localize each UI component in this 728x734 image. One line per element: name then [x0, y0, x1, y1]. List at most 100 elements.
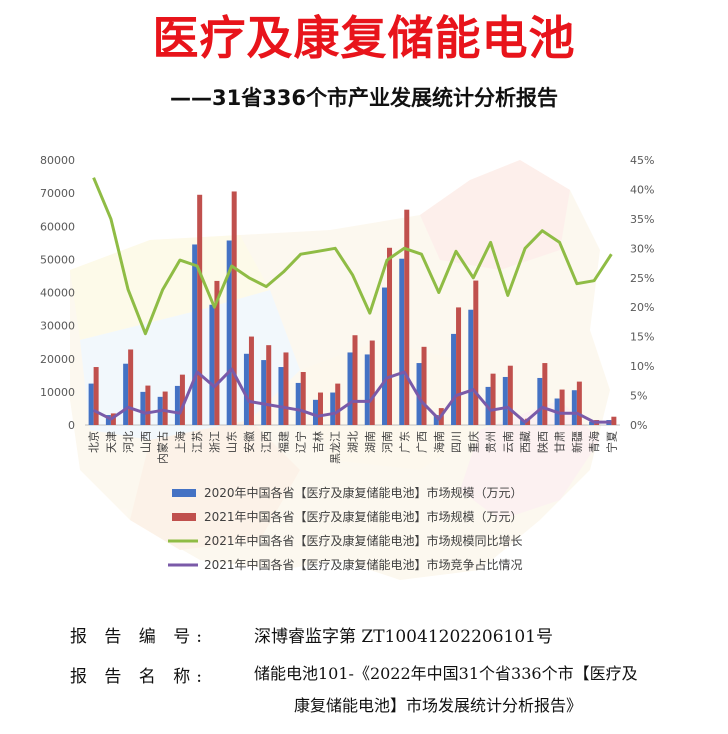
category-label: 山西 [139, 431, 152, 453]
bar-2020 [433, 415, 439, 425]
bar-2021 [283, 352, 289, 425]
legend-label: 2020年中国各省【医疗及康复储能电池】市场规模（万元） [204, 485, 523, 500]
legend-label: 2021年中国各省【医疗及康复储能电池】市场竞争占比情况 [204, 557, 523, 572]
legend-label: 2021年中国各省【医疗及康复储能电池】市场规模同比增长 [204, 533, 523, 548]
bar-2020 [382, 287, 388, 425]
bar-2021 [559, 389, 565, 425]
bar-2021 [248, 336, 254, 425]
bar-2021 [317, 392, 323, 425]
left-tick-label: 0 [68, 419, 75, 432]
bar-2020 [468, 309, 474, 425]
category-label: 陕西 [535, 431, 549, 453]
left-tick-label: 10000 [40, 386, 75, 399]
left-tick-label: 80000 [40, 154, 75, 167]
bar-2021 [473, 280, 479, 425]
bar-2020 [88, 383, 94, 425]
category-label: 广西 [416, 431, 429, 453]
left-axis: 0 10000 20000 30000 40000 50000 60000 70000 8000… [40, 154, 75, 432]
category-label: 辽宁 [294, 431, 308, 453]
left-tick-label: 30000 [40, 320, 75, 333]
category-label: 江西 [260, 431, 273, 453]
right-tick-label: 10% [630, 360, 654, 373]
report-name-line1: 储能电池101-《2022年中国31个省336个市【医疗及 [254, 664, 638, 683]
growth-line [92, 177, 613, 336]
bar-2020 [105, 415, 111, 425]
category-label: 内蒙古 [156, 431, 170, 464]
category-label: 河北 [122, 431, 135, 453]
bar-2020 [312, 399, 318, 425]
category-label: 浙江 [208, 431, 221, 453]
bar-2021 [93, 367, 99, 425]
bar-2020 [451, 333, 457, 425]
right-tick-label: 0% [630, 419, 647, 432]
bar-2021 [542, 363, 548, 425]
category-labels: 北京 天津 河北 山西 内蒙古 上海 江苏 浙江 山东 安徽 江西 福建 辽宁 吉林 黑龙江 湖北 湖南 河南 广东… [87, 431, 619, 464]
bar-2020 [330, 392, 336, 425]
bar-2021 [145, 385, 151, 425]
bar-2021 [179, 374, 185, 425]
bar-2021 [335, 383, 341, 425]
left-tick-label: 50000 [40, 253, 75, 266]
left-tick-label: 40000 [40, 287, 75, 300]
bar-2021 [611, 416, 617, 425]
bar-2020 [520, 420, 526, 425]
bar-2020 [589, 421, 595, 425]
bar-2020 [174, 385, 180, 425]
bar-2021 [300, 372, 306, 425]
category-label: 山东 [226, 431, 239, 453]
bar-2020 [243, 353, 249, 425]
page-subtitle: ——31省336个市产业发展统计分析报告 [169, 86, 559, 110]
bar-2020 [364, 354, 370, 425]
page-title: 医疗及康复储能电池 [152, 11, 576, 65]
category-label: 吉林 [311, 431, 325, 453]
category-label: 云南 [502, 431, 515, 453]
category-label: 上海 [173, 431, 187, 453]
category-label: 宁夏 [604, 431, 618, 453]
category-label: 湖北 [347, 431, 360, 453]
category-label: 青海 [587, 431, 601, 453]
share-line [92, 367, 612, 424]
bar-2020 [192, 244, 198, 425]
bar-2021 [128, 349, 134, 425]
report-number-value: 深博睿监字第 ZT10041202206101号 [254, 627, 553, 647]
category-label: 西藏 [519, 431, 532, 453]
bar-2020 [571, 390, 577, 425]
category-label: 黑龙江 [329, 431, 342, 464]
bar-2020 [502, 376, 508, 425]
category-label: 福建 [276, 431, 290, 453]
report-name-label: 报 告 名 称: [70, 667, 208, 687]
bar-2020 [140, 391, 146, 425]
bar-2020 [278, 367, 284, 425]
right-tick-label: 15% [630, 331, 654, 344]
category-label: 广东 [398, 431, 411, 453]
report-number-label: 报 告 编 号: [70, 627, 208, 647]
bar-2021 [369, 340, 375, 425]
right-tick-label: 30% [630, 242, 654, 255]
bar-2020 [261, 360, 267, 425]
right-tick-label: 35% [630, 213, 654, 226]
bar-2020 [537, 377, 543, 425]
bar-2020 [347, 352, 353, 425]
bar-2020 [209, 304, 215, 425]
bar-2020 [399, 258, 405, 425]
bar-2021 [490, 373, 496, 425]
line-series [92, 177, 613, 424]
category-label: 安徽 [242, 431, 256, 453]
category-label: 江苏 [191, 431, 204, 453]
bar-2021 [197, 194, 203, 425]
category-label: 天津 [105, 431, 118, 453]
left-tick-label: 60000 [40, 220, 75, 233]
left-tick-label: 70000 [40, 187, 75, 200]
bar-2021 [352, 335, 358, 425]
bar-2021 [387, 247, 393, 425]
bar-2021 [404, 209, 410, 425]
bar-2020 [295, 382, 301, 425]
bar-2021 [456, 307, 462, 425]
right-tick-label: 20% [630, 301, 654, 314]
right-tick-label: 40% [630, 183, 654, 196]
legend: 2020年中国各省【医疗及康复储能电池】市场规模（万元） 2021年中国各省【医疗… [168, 485, 523, 572]
legend-label: 2021年中国各省【医疗及康复储能电池】市场规模（万元） [204, 509, 523, 524]
bar-2020 [123, 363, 129, 425]
left-tick-label: 20000 [40, 353, 75, 366]
bar-2021 [421, 346, 427, 425]
